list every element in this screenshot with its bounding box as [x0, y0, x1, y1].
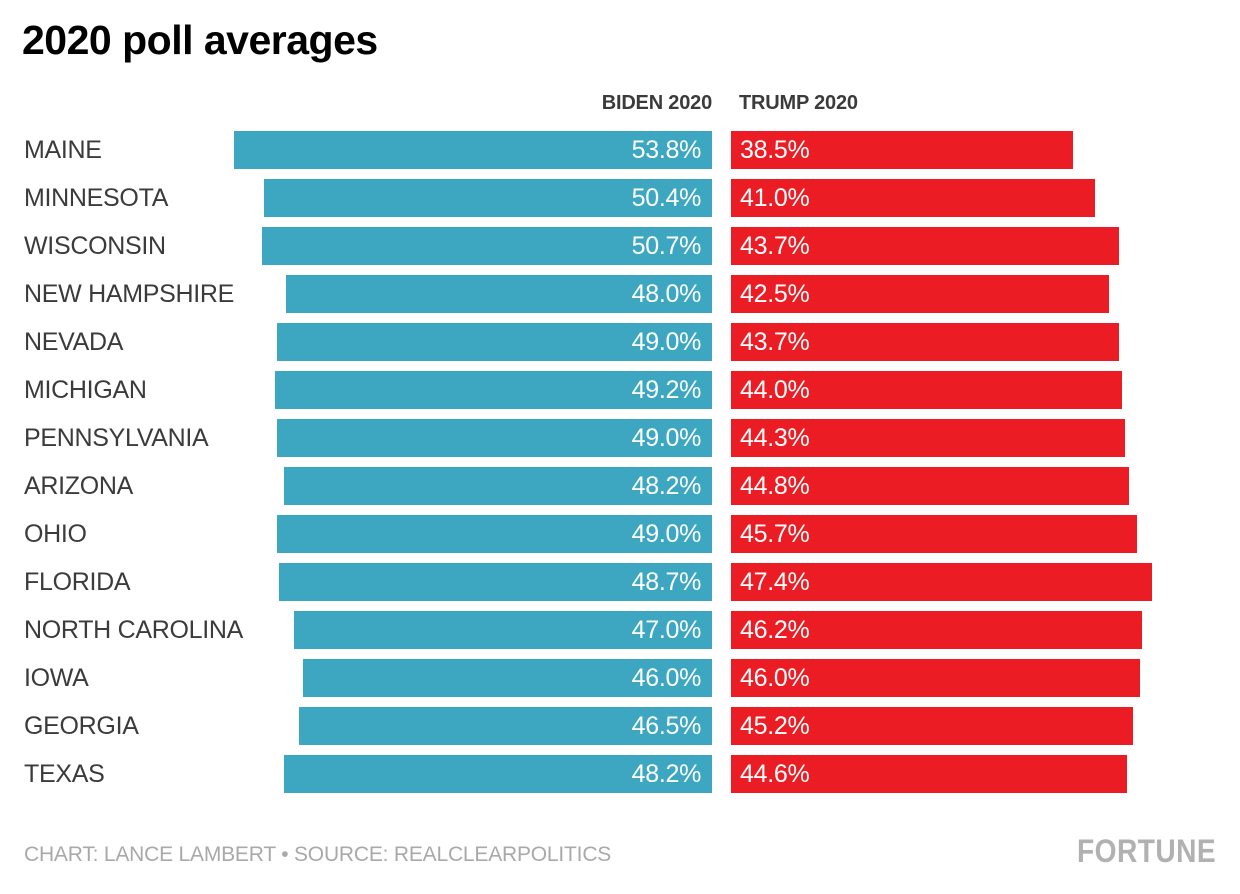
- chart-title: 2020 poll averages: [22, 17, 378, 63]
- biden-value-label: 50.4%: [631, 184, 702, 212]
- trump-bar: 43.7%: [731, 323, 1120, 361]
- chart-row: NEW HAMPSHIRE 48.0% 42.5%: [0, 275, 1240, 313]
- credit-line: CHART: LANCE LAMBERT • SOURCE: REALCLEAR…: [24, 843, 612, 866]
- state-label: NORTH CAROLINA: [24, 616, 243, 644]
- state-label: MAINE: [24, 136, 102, 164]
- trump-bar: 46.2%: [731, 611, 1142, 649]
- chart-row: TEXAS 48.2% 44.6%: [0, 755, 1240, 793]
- biden-bar: 49.0%: [276, 419, 712, 457]
- trump-bar: 44.0%: [731, 371, 1122, 409]
- chart-row: NORTH CAROLINA 47.0% 46.2%: [0, 611, 1240, 649]
- trump-value-label: 42.5%: [740, 280, 810, 308]
- trump-value-label: 45.2%: [740, 712, 810, 740]
- trump-bar: 43.7%: [731, 227, 1120, 265]
- trump-value-label: 44.6%: [740, 760, 810, 788]
- biden-bar: 48.0%: [285, 275, 712, 313]
- trump-bar: 44.3%: [731, 419, 1125, 457]
- chart-row: MINNESOTA 50.4% 41.0%: [0, 179, 1240, 217]
- chart-row: FLORIDA 48.7% 47.4%: [0, 563, 1240, 601]
- biden-value-label: 48.2%: [631, 472, 702, 500]
- state-label: MINNESOTA: [24, 184, 169, 212]
- trump-bar: 41.0%: [731, 179, 1096, 217]
- biden-bar: 50.4%: [264, 179, 712, 217]
- biden-value-label: 48.0%: [631, 280, 702, 308]
- trump-bar: 45.2%: [731, 707, 1133, 745]
- state-label: WISCONSIN: [24, 232, 166, 260]
- trump-value-label: 43.7%: [740, 328, 810, 356]
- chart-row: WISCONSIN 50.7% 43.7%: [0, 227, 1240, 265]
- biden-bar: 46.0%: [303, 659, 712, 697]
- biden-bar: 46.5%: [298, 707, 712, 745]
- biden-bar: 48.2%: [283, 467, 712, 505]
- trump-bar: 44.6%: [731, 755, 1128, 793]
- trump-value-label: 45.7%: [740, 520, 810, 548]
- trump-value-label: 46.0%: [740, 664, 810, 692]
- biden-value-label: 46.0%: [631, 664, 702, 692]
- state-label: IOWA: [24, 664, 89, 692]
- state-label: NEW HAMPSHIRE: [24, 280, 235, 308]
- trump-bar: 45.7%: [731, 515, 1137, 553]
- trump-value-label: 44.8%: [740, 472, 810, 500]
- chart-row: NEVADA 49.0% 43.7%: [0, 323, 1240, 361]
- biden-value-label: 49.2%: [631, 376, 702, 404]
- trump-value-label: 46.2%: [740, 616, 810, 644]
- column-header-biden: BIDEN 2020: [601, 92, 712, 114]
- biden-value-label: 49.0%: [631, 520, 702, 548]
- biden-value-label: 47.0%: [631, 616, 702, 644]
- state-label: TEXAS: [24, 760, 105, 788]
- fortune-logo: FORTUNE: [1076, 833, 1216, 869]
- trump-bar: 38.5%: [731, 131, 1074, 169]
- trump-value-label: 41.0%: [740, 184, 810, 212]
- biden-value-label: 53.8%: [631, 136, 702, 164]
- chart-row: PENNSYLVANIA 49.0% 44.3%: [0, 419, 1240, 457]
- state-label: PENNSYLVANIA: [24, 424, 209, 452]
- biden-bar: 53.8%: [234, 131, 712, 169]
- biden-value-label: 49.0%: [631, 328, 702, 356]
- biden-bar: 49.0%: [276, 323, 712, 361]
- chart-row: GEORGIA 46.5% 45.2%: [0, 707, 1240, 745]
- trump-bar: 46.0%: [731, 659, 1140, 697]
- column-header-trump: TRUMP 2020: [739, 92, 858, 114]
- state-label: ARIZONA: [24, 472, 134, 500]
- biden-value-label: 48.2%: [631, 760, 702, 788]
- trump-value-label: 44.0%: [740, 376, 810, 404]
- trump-value-label: 38.5%: [740, 136, 810, 164]
- state-label: MICHIGAN: [24, 376, 147, 404]
- chart-row: ARIZONA 48.2% 44.8%: [0, 467, 1240, 505]
- biden-value-label: 49.0%: [631, 424, 702, 452]
- biden-bar: 48.7%: [279, 563, 712, 601]
- bar-rows: MAINE 53.8% 38.5% MINNESOTA 50.4% 41.0% …: [0, 131, 1240, 803]
- biden-value-label: 50.7%: [631, 232, 702, 260]
- trump-value-label: 44.3%: [740, 424, 810, 452]
- biden-bar: 47.0%: [294, 611, 712, 649]
- biden-value-label: 46.5%: [631, 712, 702, 740]
- trump-value-label: 47.4%: [740, 568, 810, 596]
- state-label: GEORGIA: [24, 712, 139, 740]
- biden-bar: 49.0%: [276, 515, 712, 553]
- state-label: OHIO: [24, 520, 87, 548]
- chart-row: OHIO 49.0% 45.7%: [0, 515, 1240, 553]
- state-label: NEVADA: [24, 328, 124, 356]
- biden-bar: 49.2%: [274, 371, 712, 409]
- trump-bar: 42.5%: [731, 275, 1109, 313]
- chart-row: MAINE 53.8% 38.5%: [0, 131, 1240, 169]
- trump-value-label: 43.7%: [740, 232, 810, 260]
- biden-bar: 48.2%: [283, 755, 712, 793]
- state-label: FLORIDA: [24, 568, 131, 596]
- trump-bar: 47.4%: [731, 563, 1153, 601]
- trump-bar: 44.8%: [731, 467, 1129, 505]
- chart-row: IOWA 46.0% 46.0%: [0, 659, 1240, 697]
- biden-bar: 50.7%: [261, 227, 712, 265]
- chart-row: MICHIGAN 49.2% 44.0%: [0, 371, 1240, 409]
- biden-value-label: 48.7%: [631, 568, 702, 596]
